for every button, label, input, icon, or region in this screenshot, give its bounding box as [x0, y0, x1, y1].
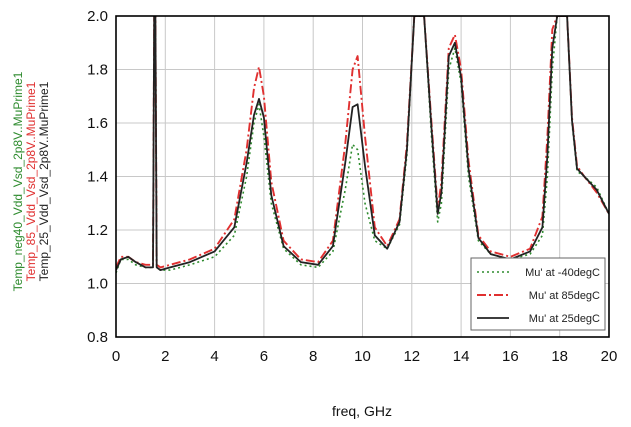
x-axis-label: freq, GHz	[332, 403, 392, 419]
x-tick-label-2: 4	[210, 348, 218, 365]
series-line-1	[116, 16, 609, 269]
y-tick-label-3: 1.4	[87, 169, 108, 186]
x-tick-label-6: 12	[403, 348, 420, 365]
plot-frame	[115, 15, 610, 338]
series-line-2	[116, 16, 609, 272]
y-tick-label-5: 1.8	[87, 62, 108, 79]
x-tick-label-3: 6	[260, 348, 268, 365]
y-axis-labels: Temp_neg40_Vdd_Vsd_2p8V..MuPrime1 Temp_85…	[11, 71, 51, 291]
x-tick-label-1: 2	[161, 348, 169, 365]
legend-label-1: Mu' at 85degC	[529, 290, 600, 302]
x-tick-label-10: 20	[601, 348, 618, 365]
y-axis-label-0: Temp_neg40_Vdd_Vsd_2p8V..MuPrime1	[11, 71, 25, 291]
x-tick-label-0: 0	[112, 348, 120, 365]
x-tick-label-4: 8	[309, 348, 317, 365]
y-tick-label-4: 1.6	[87, 115, 108, 132]
legend: Mu' at -40degC Mu' at 85degC Mu' at 25degC	[470, 257, 606, 331]
y-axis-label-1: Temp_85_Vdd_Vsd_2p8V..MuPrime1	[24, 81, 38, 281]
x-tick-label-5: 10	[354, 348, 371, 365]
y-axis-label-2: Temp_25_Vdd_Vsd_2p8V..MuPrime1	[37, 81, 51, 281]
y-tick-label-2: 1.2	[87, 222, 108, 239]
y-tick-label-0: 0.8	[87, 329, 108, 346]
x-tick-label-7: 14	[453, 348, 470, 365]
legend-box	[470, 257, 606, 331]
y-tick-labels: 0.8 1.0 1.2 1.4 1.6 1.8 2.0	[87, 8, 108, 346]
x-tick-labels: 0 2 4 6 8 10 12 14 16 18 20	[112, 348, 618, 365]
y-tick-label-1: 1.0	[87, 276, 108, 293]
series-layer	[116, 16, 609, 274]
x-tick-label-8: 16	[502, 348, 519, 365]
series-line-0	[116, 16, 609, 274]
y-tick-label-6: 2.0	[87, 8, 108, 25]
legend-label-0: Mu' at -40degC	[525, 267, 600, 279]
x-tick-label-9: 18	[551, 348, 568, 365]
legend-label-2: Mu' at 25degC	[529, 313, 600, 325]
